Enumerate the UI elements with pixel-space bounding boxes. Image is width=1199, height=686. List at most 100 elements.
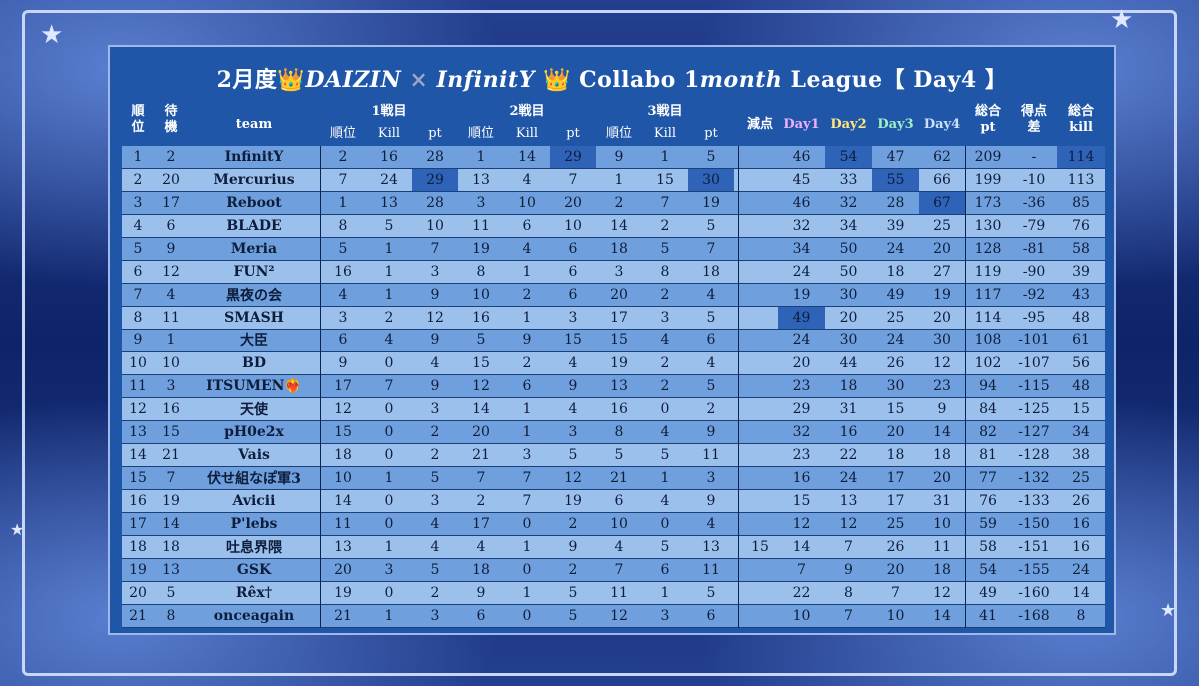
cell-team: InfinitY: [224, 148, 284, 165]
table-row: 16 19 Avicii 14 0 3 2 7 19 6 4 9 15 13 17 31 76 -133 26: [122, 490, 1105, 513]
table-row: 20 5 Rêx† 19 0 2 9 1 5 11 1 5 22 8 7 12 49 -160 14: [122, 581, 1105, 605]
cell-wait: 9: [166, 240, 176, 257]
cell-d3: 7: [891, 584, 900, 601]
cell-g3pt: 5: [706, 148, 716, 165]
cell-team: BD: [242, 355, 266, 372]
cell-g2pt: 6: [568, 286, 578, 303]
cell-g1pt: 28: [426, 148, 444, 165]
cell-g1p: 2: [338, 148, 348, 165]
cell-g2pt: 20: [564, 194, 582, 211]
cell-wait: 5: [166, 584, 176, 601]
cell-diff: -115: [1018, 378, 1050, 395]
cell-g3k: 4: [660, 493, 670, 510]
cell-g3p: 8: [614, 424, 624, 441]
cell-g1pt: 2: [430, 447, 440, 464]
cell-g2pt: 3: [568, 424, 578, 441]
cell-g2p: 5: [476, 332, 486, 349]
cell-g1k: 0: [384, 401, 394, 418]
column-header: 3戦目: [647, 104, 683, 119]
cell-tkill: 24: [1072, 561, 1090, 578]
cell-total: 199: [974, 171, 1002, 188]
cell-d2: 33: [839, 171, 858, 188]
cell-d2: 32: [839, 194, 858, 211]
cell-d2: 18: [839, 378, 858, 395]
column-header: 減点: [746, 117, 773, 132]
column-header: Day4: [923, 117, 961, 132]
cell-tkill: 26: [1072, 493, 1090, 510]
cell-g2k: 6: [522, 217, 532, 234]
cell-g2p: 17: [472, 515, 490, 532]
cell-total: 117: [974, 286, 1002, 303]
cell-team: Rêx†: [235, 584, 273, 601]
cell-g3pt: 6: [706, 332, 716, 349]
cell-diff: -107: [1018, 355, 1050, 372]
cell-g1k: 7: [384, 378, 394, 395]
cell-g3pt: 11: [702, 561, 720, 578]
column-header: Kill: [515, 126, 539, 141]
cell-team: onceagain: [213, 607, 295, 624]
cell-g3pt: 5: [706, 309, 716, 326]
cell-d3: 39: [886, 217, 905, 234]
cell-diff: -92: [1022, 286, 1046, 303]
cell-g1pt: 9: [430, 332, 440, 349]
cell-g2p: 18: [472, 561, 490, 578]
column-header: 順位: [467, 126, 494, 141]
cell-total: 108: [974, 332, 1002, 349]
cell-g3pt: 5: [706, 584, 716, 601]
cell-g3k: 1: [660, 584, 670, 601]
table-row: 17 14 P'lebs 11 0 4 17 0 2 10 0 4 12 12 25 10 59 -150 16: [122, 513, 1105, 536]
cell-tkill: 38: [1072, 447, 1090, 464]
cell-total: 102: [974, 355, 1002, 372]
cell-tkill: 15: [1072, 401, 1090, 418]
cell-pen: [738, 605, 782, 627]
cell-g2p: 7: [476, 470, 486, 487]
cell-g3k: 1: [660, 470, 670, 487]
cell-diff: -90: [1022, 263, 1046, 280]
cell-d3: 47: [886, 148, 905, 165]
cell-pen: [738, 559, 782, 581]
cell-d1: 29: [792, 401, 811, 418]
cell-g3pt: 4: [706, 515, 716, 532]
cell-d1: 23: [792, 378, 811, 395]
cell-g3pt: 11: [702, 447, 720, 464]
cell-g1pt: 5: [430, 470, 440, 487]
cell-g3p: 14: [610, 217, 628, 234]
cell-g3p: 15: [610, 332, 628, 349]
cell-g1p: 16: [334, 263, 352, 280]
cell-g1pt: 3: [430, 493, 440, 510]
column-header: 総合 kill: [1067, 104, 1094, 135]
cell-d3: 15: [886, 401, 905, 418]
cell-diff: -133: [1018, 493, 1050, 510]
cell-diff: -79: [1022, 217, 1046, 234]
cell-d4: 67: [919, 191, 965, 214]
cell-d2: 50: [839, 240, 858, 257]
cell-g2pt: 3: [568, 309, 578, 326]
cell-tkill: 25: [1072, 470, 1090, 487]
cell-wait: 16: [162, 401, 180, 418]
cell-g2p: 12: [472, 378, 490, 395]
cell-g3pt: 2: [706, 401, 716, 418]
cell-g3p: 7: [614, 561, 624, 578]
cell-diff: -168: [1018, 607, 1050, 624]
cell-d1: 32: [792, 217, 811, 234]
cell-rank: 6: [133, 263, 143, 280]
cell-diff: -155: [1018, 561, 1050, 578]
cell-total: 77: [979, 470, 997, 487]
cell-wait: 7: [166, 470, 176, 487]
table-row: 13 15 pH0e2x 15 0 2 20 1 3 8 4 9 32 16 20 14 82 -127 34: [122, 421, 1105, 445]
cell-rank: 1: [133, 148, 143, 165]
cell-d4: 62: [933, 148, 951, 165]
table-row: 18 18 吐息界隈 13 1 4 4 1 9 4 5 13 15 14 7 26 11 58 -151 16: [122, 535, 1105, 559]
cell-total: 82: [979, 424, 997, 441]
cell-tkill: 14: [1072, 584, 1090, 601]
table-row: 21 8 onceagain 21 1 3 6 0 5 12 3 6 10 7 10 14 41 -168 8: [122, 604, 1105, 628]
cell-wait: 12: [162, 263, 180, 280]
cell-g3k: 2: [660, 378, 670, 395]
cell-g3p: 10: [610, 515, 628, 532]
cell-total: 81: [979, 447, 997, 464]
cell-d2: 24: [839, 470, 858, 487]
cell-g3k: 4: [660, 424, 670, 441]
cell-g2k: 1: [522, 401, 532, 418]
cell-g3pt: 4: [706, 355, 716, 372]
cell-g1p: 12: [334, 401, 352, 418]
